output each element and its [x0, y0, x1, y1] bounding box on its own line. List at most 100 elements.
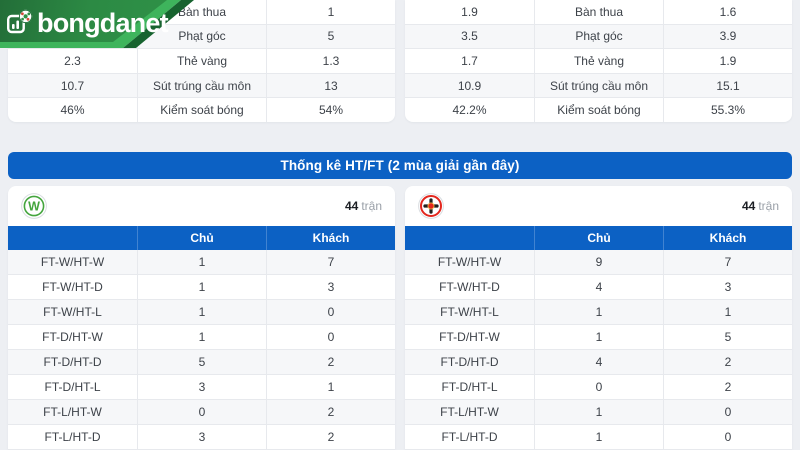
match-count-value: 44 [741, 199, 756, 213]
chart-football-icon [7, 9, 33, 35]
match-count-unit: trận [758, 199, 779, 213]
htft-home-value: 3 [137, 425, 266, 449]
stat-away-value: 13 [266, 73, 395, 98]
stat-home-value: 1.9 [461, 4, 478, 19]
htft-home-value: 1 [534, 325, 663, 349]
stat-home-value: 46% [60, 103, 85, 118]
htft-home-value: 1 [137, 325, 266, 349]
htft-result-label: FT-W/HT-W [437, 255, 502, 269]
htft-result-label: FT-W/HT-L [440, 305, 499, 319]
htft-row: FT-D/HT-L 3 1 [8, 374, 395, 399]
match-count: 44 trận [742, 199, 779, 213]
htft-row: FT-W/HT-W 1 7 [8, 250, 395, 274]
htft-away-value: 0 [663, 400, 792, 424]
htft-column-header: Chủ Khách [405, 226, 792, 250]
leverkusen-logo [418, 193, 444, 219]
column-header-empty [405, 226, 534, 250]
htft-result-label: FT-W/HT-D [42, 280, 103, 294]
stat-away-value: 1.3 [266, 49, 395, 73]
htft-row: FT-D/HT-L 0 2 [405, 374, 792, 399]
column-header-home: Chủ [534, 226, 663, 250]
stat-row: 1.7 Thẻ vàng 1.9 [405, 48, 792, 73]
stat-home-value: 2.3 [64, 53, 81, 68]
stat-row: 2.3 Thẻ vàng 1.3 [8, 48, 395, 73]
stat-home-value: 1.7 [461, 53, 478, 68]
htft-row: FT-L/HT-D 3 2 [8, 424, 395, 449]
stat-row: 42.2% Kiểm soát bóng 55.3% [405, 97, 792, 122]
htft-result-label: FT-W/HT-D [439, 280, 500, 294]
htft-row: FT-W/HT-D 1 3 [8, 274, 395, 299]
stat-label: Thẻ vàng [534, 49, 663, 73]
htft-result-label: FT-D/HT-D [43, 355, 102, 369]
htft-home-value: 0 [137, 400, 266, 424]
wolfsburg-logo: W [21, 193, 47, 219]
htft-away-value: 5 [663, 325, 792, 349]
htft-card-header: W 44 trận [8, 186, 395, 226]
stat-label: Sút trúng cầu môn [534, 73, 663, 98]
htft-away-value: 2 [266, 425, 395, 449]
htft-away-value: 1 [266, 375, 395, 399]
stat-away-value: 1.9 [663, 49, 792, 73]
htft-result-label: FT-L/HT-W [43, 405, 102, 419]
htft-result-label: FT-D/HT-L [441, 380, 498, 394]
htft-away-value: 2 [663, 350, 792, 374]
htft-result-label: FT-W/HT-L [43, 305, 102, 319]
htft-section-title: Thống kê HT/FT (2 mùa giải gần đây) [8, 152, 792, 179]
column-header-home: Chủ [137, 226, 266, 250]
htft-row: FT-D/HT-W 1 0 [8, 324, 395, 349]
stat-row: 3.5 Phạt góc 3.9 [405, 23, 792, 49]
htft-row: FT-D/HT-W 1 5 [405, 324, 792, 349]
htft-away-value: 7 [266, 250, 395, 274]
stat-home-value: 10.9 [457, 78, 482, 93]
htft-row: FT-W/HT-L 1 1 [405, 299, 792, 324]
stat-label: Thẻ vàng [137, 49, 266, 73]
column-header-away: Khách [266, 226, 395, 250]
htft-home-value: 1 [137, 250, 266, 274]
top-stats-table-home-team: Bàn thua 1 Phạt góc 5 2.3 Thẻ vàng 1.3 10.7 Sút … [8, 0, 395, 122]
htft-away-value: 3 [266, 275, 395, 299]
bongdanet-logo[interactable]: bongdanet [0, 0, 196, 48]
stat-away-value: 3.9 [663, 24, 792, 49]
stat-row: 46% Kiểm soát bóng 54% [8, 97, 395, 122]
htft-home-value: 1 [534, 425, 663, 449]
stat-label: Sút trúng cầu môn [137, 73, 266, 98]
stat-label: Phạt góc [534, 24, 663, 49]
htft-away-value: 2 [266, 400, 395, 424]
htft-home-value: 1 [137, 300, 266, 324]
stat-row: 10.9 Sút trúng cầu môn 15.1 [405, 72, 792, 98]
htft-away-value: 2 [663, 375, 792, 399]
htft-away-value: 0 [663, 425, 792, 449]
htft-result-label: FT-D/HT-L [44, 380, 101, 394]
htft-away-value: 0 [266, 300, 395, 324]
stat-away-value: 54% [266, 98, 395, 122]
htft-result-label: FT-L/HT-W [440, 405, 499, 419]
stat-label: Kiểm soát bóng [137, 98, 266, 122]
htft-home-value: 0 [534, 375, 663, 399]
htft-card-header: 44 trận [405, 186, 792, 226]
htft-home-value: 1 [534, 400, 663, 424]
bongdanet-wordmark: bongdanet [37, 7, 169, 38]
svg-text:W: W [28, 200, 40, 214]
htft-home-value: 4 [534, 275, 663, 299]
stat-home-value: 3.5 [461, 29, 478, 44]
stat-away-value: 55.3% [663, 98, 792, 122]
column-header-away: Khách [663, 226, 792, 250]
htft-result-label: FT-W/HT-W [40, 255, 105, 269]
stat-home-value: 42.2% [452, 103, 487, 118]
stat-away-value: 1.6 [663, 0, 792, 24]
htft-home-value: 1 [137, 275, 266, 299]
htft-result-label: FT-D/HT-W [439, 330, 500, 344]
htft-card-home-team: W 44 trận Chủ Khách FT-W/HT-W 1 7 FT-W/HT-D 1… [8, 186, 395, 450]
match-count-unit: trận [361, 199, 382, 213]
htft-home-value: 4 [534, 350, 663, 374]
stat-label: Kiểm soát bóng [534, 98, 663, 122]
stat-away-value: 5 [266, 24, 395, 49]
htft-row: FT-W/HT-W 9 7 [405, 250, 792, 274]
htft-home-value: 9 [534, 250, 663, 274]
htft-away-value: 1 [663, 300, 792, 324]
htft-result-label: FT-L/HT-D [441, 430, 498, 444]
stat-row: 10.7 Sút trúng cầu môn 13 [8, 72, 395, 98]
stat-away-value: 15.1 [663, 73, 792, 98]
column-header-empty [8, 226, 137, 250]
htft-row: FT-L/HT-D 1 0 [405, 424, 792, 449]
